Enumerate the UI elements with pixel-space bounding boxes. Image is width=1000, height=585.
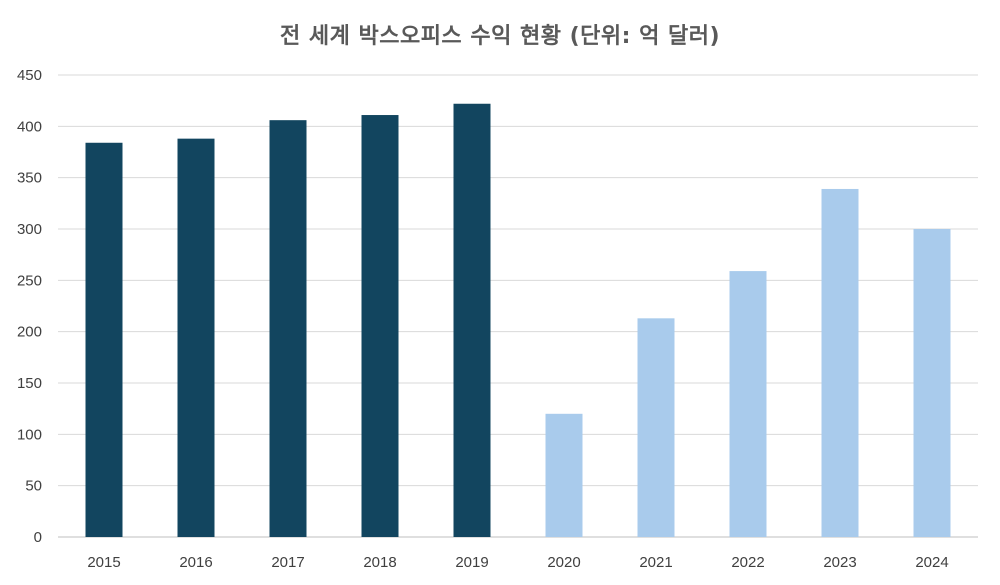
y-tick-label: 100	[17, 426, 42, 443]
x-tick-label: 2018	[363, 554, 396, 571]
bar-2019	[453, 103, 491, 537]
y-tick-label: 450	[17, 67, 42, 84]
bar-2018	[361, 115, 399, 537]
bar-2022	[729, 271, 767, 537]
y-tick-label: 300	[17, 221, 42, 238]
x-tick-label: 2020	[547, 554, 580, 571]
bar-2017	[269, 120, 307, 537]
x-tick-label: 2015	[87, 554, 120, 571]
y-tick-label: 200	[17, 324, 42, 341]
y-tick-label: 400	[17, 118, 42, 135]
x-tick-label: 2017	[271, 554, 304, 571]
bar-2020	[545, 413, 583, 537]
x-tick-label: 2016	[179, 554, 212, 571]
y-tick-label: 50	[25, 478, 42, 495]
y-tick-label: 350	[17, 170, 42, 187]
bar-2016	[177, 138, 215, 538]
x-tick-label: 2023	[823, 554, 856, 571]
bar-2023	[821, 188, 859, 537]
bar-2021	[637, 318, 675, 537]
bar-2024	[913, 229, 951, 537]
x-tick-label: 2019	[455, 554, 488, 571]
x-tick-label: 2021	[639, 554, 672, 571]
y-tick-label: 150	[17, 375, 42, 392]
x-tick-label: 2024	[915, 554, 948, 571]
y-tick-label: 250	[17, 272, 42, 289]
bar-2015	[85, 142, 123, 537]
chart-title: 전 세계 박스오피스 수익 현황 (단위: 억 달러)	[279, 24, 721, 49]
y-tick-label: 0	[34, 529, 42, 546]
x-tick-label: 2022	[731, 554, 764, 571]
